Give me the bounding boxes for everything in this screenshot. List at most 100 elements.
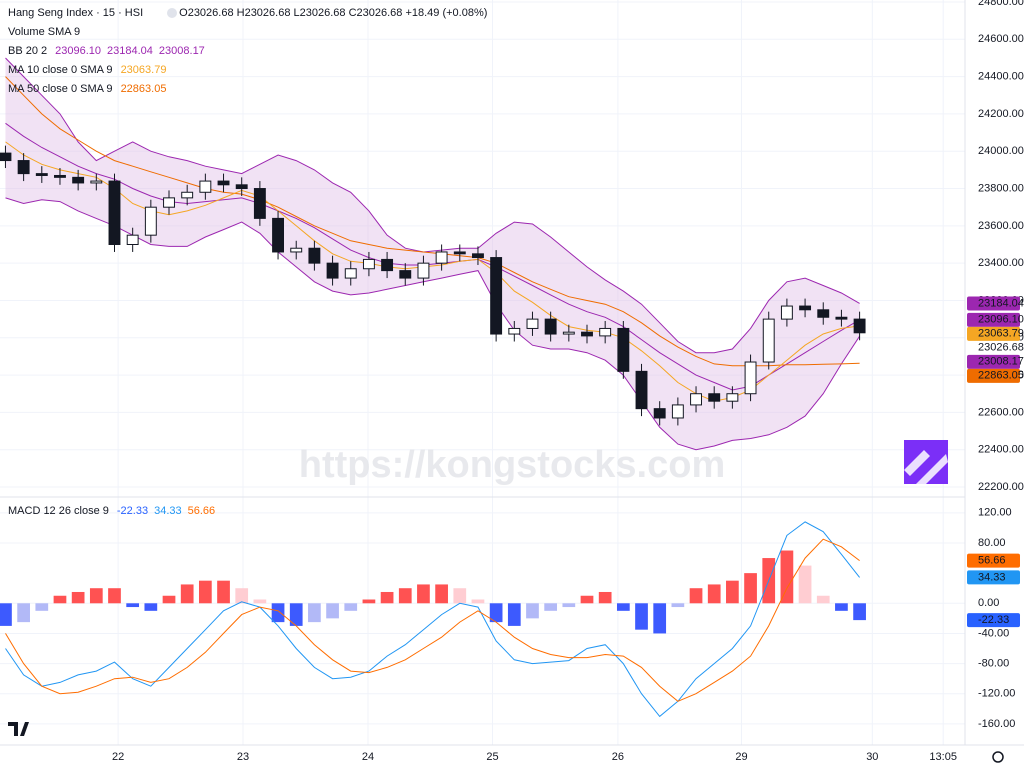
legend-item: MA 10 close 0 SMA 9 xyxy=(8,64,113,76)
legend-item: 56.66 xyxy=(188,505,216,517)
histogram-bar xyxy=(289,603,303,626)
histogram-bar xyxy=(707,584,721,604)
histogram-bar xyxy=(671,603,685,608)
legend: MA 10 close 0 SMA 9 23063.79 xyxy=(8,64,166,76)
price-badge-label: 23096.10 xyxy=(978,314,1024,326)
candle-body xyxy=(671,404,684,419)
histogram-bar xyxy=(853,603,866,621)
price-badge xyxy=(967,613,1020,628)
legend-item: 22863.05 xyxy=(121,83,167,95)
y-tick-label: 23800.00 xyxy=(978,182,1024,194)
histogram-bar xyxy=(17,603,30,623)
legend-item: 23184.04 xyxy=(107,45,153,57)
candle-body xyxy=(290,247,303,253)
signal-line xyxy=(5,538,860,702)
legend-item: 23096.10 xyxy=(55,45,101,57)
price-badge xyxy=(967,326,1020,341)
legend-toggle[interactable] xyxy=(167,8,177,18)
y-tick-label: 22600.00 xyxy=(978,406,1024,418)
histogram-bar xyxy=(544,603,558,611)
histogram-bar xyxy=(417,584,430,604)
candle-body xyxy=(599,327,612,337)
histogram-bar xyxy=(689,588,703,604)
bb-upper xyxy=(5,57,860,354)
histogram-bar xyxy=(489,603,503,623)
histogram-bar xyxy=(162,595,176,604)
candle-body xyxy=(235,184,248,190)
legend-item: BB 20 2 xyxy=(8,45,47,57)
x-tick-label: 24 xyxy=(362,751,374,763)
histogram-bar xyxy=(453,588,467,604)
legend-item: Hang Seng Index · 15 · HSI xyxy=(8,7,143,19)
tv-logo xyxy=(8,722,29,736)
candle-body xyxy=(799,305,812,311)
y-tick-label: 24400.00 xyxy=(978,71,1024,83)
gear[interactable] xyxy=(992,751,1004,763)
y-tick-label: 24200.00 xyxy=(978,108,1024,120)
histogram-bar xyxy=(598,591,612,604)
histogram-bar xyxy=(217,580,230,604)
legend: MA 50 close 0 SMA 9 22863.05 xyxy=(8,83,166,95)
histogram-bar xyxy=(398,588,412,604)
y-tick-label: 24600.00 xyxy=(978,33,1024,45)
settings-icon[interactable] xyxy=(992,751,1004,763)
candle-body xyxy=(253,188,266,219)
candle-body xyxy=(562,331,575,335)
candle-body xyxy=(726,393,739,402)
legend-item: 34.33 xyxy=(154,505,182,517)
candle-body xyxy=(508,327,521,335)
y-tick-label: 120.00 xyxy=(978,507,1012,519)
legend-item: Volume SMA 9 xyxy=(8,26,80,38)
candle-body xyxy=(835,316,848,320)
histogram-bar xyxy=(816,595,830,604)
candle-body xyxy=(581,331,593,337)
y-tick-label: 22400.00 xyxy=(978,444,1024,456)
candle-body xyxy=(708,393,721,402)
histogram-bar xyxy=(507,603,521,626)
legend: Hang Seng Index · 15 · HSI O23026.68 H230… xyxy=(8,7,487,19)
y-tick-label: 80.00 xyxy=(978,537,1006,549)
legend-item: 23063.79 xyxy=(121,64,167,76)
candle-body xyxy=(72,176,85,184)
candle-body xyxy=(690,393,702,406)
candle-body xyxy=(490,257,503,335)
legend-item: MA 50 close 0 SMA 9 xyxy=(8,83,113,95)
x-tick-label: 23 xyxy=(237,751,249,763)
candle-body xyxy=(181,191,194,199)
candle-body xyxy=(762,318,775,363)
histogram-bar xyxy=(653,603,667,634)
legend-item: MACD 12 26 close 9 xyxy=(8,505,109,517)
histogram-bar xyxy=(253,599,267,604)
price-badge-label: -22.33 xyxy=(978,614,1009,626)
price-badge xyxy=(967,570,1020,585)
bb-fill xyxy=(5,57,860,450)
legend-item: -22.33 xyxy=(117,505,148,517)
brand-badge xyxy=(904,440,948,484)
histogram-bar xyxy=(726,580,739,604)
candle-body xyxy=(472,253,484,259)
y-tick-label: 0.00 xyxy=(978,597,999,609)
y-tick-label: -160.00 xyxy=(978,718,1015,730)
x-tick-label: 30 xyxy=(866,751,878,763)
histogram-bar xyxy=(635,603,648,630)
candle-body xyxy=(217,180,230,186)
x-tick-label: 25 xyxy=(486,751,498,763)
price-badge xyxy=(967,553,1020,568)
candle-body xyxy=(399,270,412,279)
bb-lower xyxy=(5,197,861,451)
legend: MACD 12 26 close 9 -22.33 34.33 56.66 xyxy=(8,505,215,517)
y-tick-label: 24800.00 xyxy=(978,0,1024,8)
x-tick-label: 29 xyxy=(735,751,747,763)
histogram-bar xyxy=(526,603,539,619)
y-tick-label: 24000.00 xyxy=(978,145,1024,157)
legend: BB 20 2 23096.10 23184.04 23008.17 xyxy=(8,45,205,57)
y-tick-label: 22200.00 xyxy=(978,481,1024,493)
histogram-bar xyxy=(435,584,448,604)
histogram-bar xyxy=(89,588,103,604)
candle-body xyxy=(0,152,12,162)
candle-body xyxy=(90,180,103,184)
candle-body xyxy=(199,180,212,193)
price-badge-label: 22863.05 xyxy=(978,370,1024,382)
